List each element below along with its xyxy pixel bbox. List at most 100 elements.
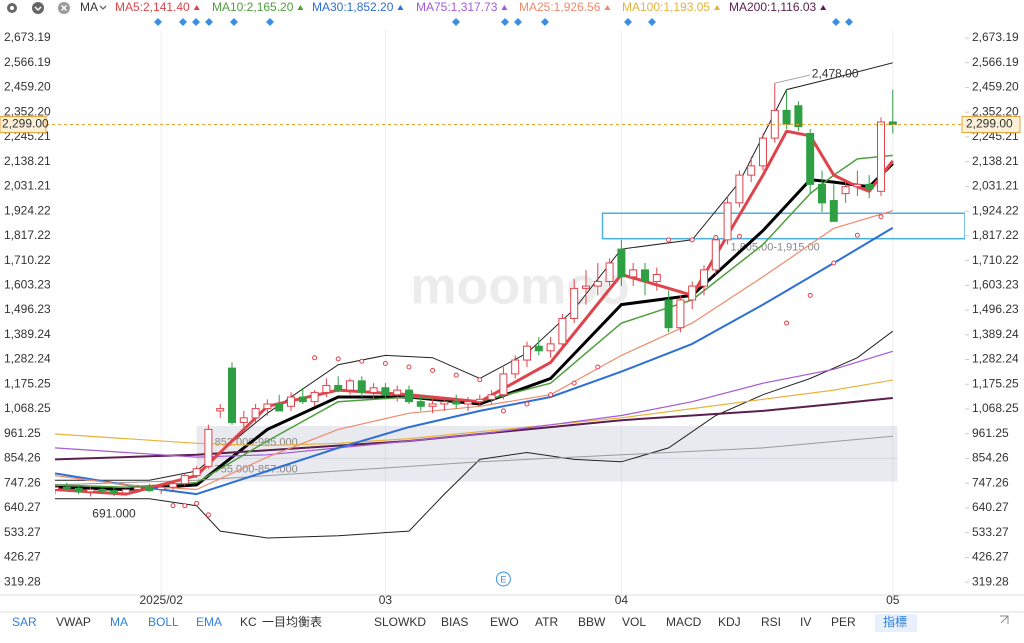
candle-body bbox=[55, 486, 59, 490]
sar-dot bbox=[548, 392, 554, 398]
candle-body bbox=[145, 486, 154, 492]
toolbar-item[interactable]: VOL bbox=[622, 615, 646, 629]
y-tick-label-right: 1,282.24 bbox=[972, 352, 1019, 366]
ma-line bbox=[55, 210, 893, 491]
legend-entry: MA25:1,926.56 bbox=[519, 0, 601, 14]
legend-entry: MA5:2,141.40 bbox=[115, 0, 190, 14]
legend-entry: MA10:2,165.20 bbox=[212, 0, 294, 14]
candle-body bbox=[192, 468, 201, 477]
candle-body bbox=[629, 269, 638, 278]
x-tick-label: 05 bbox=[886, 593, 900, 607]
candle-body bbox=[652, 274, 661, 282]
candle-body bbox=[463, 401, 472, 405]
candle-body bbox=[74, 487, 83, 493]
candle-body bbox=[157, 486, 166, 490]
candle-body bbox=[735, 174, 744, 204]
sar-dot bbox=[194, 500, 200, 506]
candle-body bbox=[853, 183, 862, 188]
sar-dot bbox=[571, 380, 577, 386]
toolbar-item[interactable]: SAR bbox=[12, 615, 37, 629]
candle-body bbox=[640, 269, 649, 282]
candle-body bbox=[180, 475, 189, 485]
y-tick-label-left: 2,352.20 bbox=[4, 104, 51, 118]
legend-entry: MA30:1,852.20 bbox=[312, 0, 394, 14]
toolbar-item[interactable]: MA bbox=[110, 615, 128, 629]
sar-dot bbox=[182, 503, 188, 509]
collapse-icon[interactable] bbox=[32, 2, 44, 14]
toolbar-item[interactable]: ATR bbox=[535, 615, 558, 629]
candle-body bbox=[581, 285, 590, 289]
legend-entry: MA75:1,317.73 bbox=[416, 0, 498, 14]
y-tick-label-left: 1,817.22 bbox=[4, 228, 51, 242]
sar-dot bbox=[807, 292, 813, 298]
ma-line bbox=[55, 350, 893, 458]
y-tick-label-right: 1,389.24 bbox=[972, 327, 1019, 341]
candle-body bbox=[275, 403, 284, 412]
toolbar-item[interactable]: 一目均衡表 bbox=[262, 615, 322, 629]
y-tick-label-right: 1,175.25 bbox=[972, 376, 1019, 390]
toolbar-item[interactable]: KC bbox=[240, 615, 257, 629]
candle-body bbox=[310, 391, 319, 403]
y-tick-label-left: 426.27 bbox=[4, 550, 41, 564]
candle-body bbox=[133, 486, 142, 490]
sar-dot bbox=[359, 358, 365, 364]
candle-body bbox=[617, 248, 626, 278]
y-tick-label-left: 2,138.21 bbox=[4, 154, 51, 168]
toolbar-item[interactable]: RSI bbox=[761, 615, 781, 629]
candle-body bbox=[216, 408, 225, 412]
candle-body bbox=[487, 394, 496, 400]
y-tick-label-right: 747.26 bbox=[972, 475, 1009, 489]
toolbar-item[interactable]: IV bbox=[800, 615, 811, 629]
candle-body bbox=[121, 488, 130, 494]
x-tick-label: 2025/02 bbox=[140, 593, 184, 607]
y-tick-label-right: 640.27 bbox=[972, 500, 1009, 514]
ma-line bbox=[55, 379, 893, 447]
candle-body bbox=[782, 109, 791, 125]
expand-icon[interactable] bbox=[1000, 615, 1009, 624]
event-diamonds[interactable] bbox=[154, 18, 853, 26]
y-tick-label-right: 533.27 bbox=[972, 525, 1009, 539]
sar-dot bbox=[689, 237, 695, 243]
candle-body bbox=[286, 396, 295, 407]
y-tick-label-right: 2,352.20 bbox=[972, 104, 1019, 118]
close-indicator-icon[interactable] bbox=[58, 2, 70, 14]
y-tick-label-right: 961.25 bbox=[972, 426, 1009, 440]
x-tick-label: 04 bbox=[615, 593, 629, 607]
indicator-selector[interactable]: MA bbox=[80, 0, 98, 14]
legend-trend-arrow bbox=[397, 5, 404, 10]
toolbar-item[interactable]: EWO bbox=[490, 615, 519, 629]
sar-dot bbox=[736, 233, 742, 239]
candle-body bbox=[593, 280, 602, 287]
toolbar-item[interactable]: BOLL bbox=[148, 615, 179, 629]
candle-body bbox=[511, 359, 520, 375]
y-tick-label-left: 2,673.19 bbox=[4, 30, 51, 44]
toolbar-item[interactable]: KDJ bbox=[718, 615, 741, 629]
ma-line bbox=[55, 154, 893, 488]
y-tick-label-left: 319.28 bbox=[4, 574, 41, 588]
toolbar-item[interactable]: VWAP bbox=[56, 615, 91, 629]
candle-body bbox=[747, 165, 756, 176]
candle-body bbox=[322, 384, 331, 393]
toolbar-item[interactable]: BBW bbox=[578, 615, 606, 629]
sar-dot bbox=[430, 367, 436, 373]
toolbar-item[interactable]: PER bbox=[831, 615, 856, 629]
y-tick-label-left: 640.27 bbox=[4, 500, 41, 514]
sar-dot bbox=[312, 355, 318, 361]
y-tick-label-right: 2,138.21 bbox=[972, 154, 1019, 168]
settings-icon[interactable] bbox=[7, 3, 17, 13]
watermark: moomoo bbox=[410, 258, 630, 316]
sar-dot bbox=[595, 364, 601, 370]
candle-body bbox=[334, 384, 343, 391]
sar-dot bbox=[453, 372, 459, 378]
toolbar-item[interactable]: 指標 bbox=[883, 614, 907, 629]
dropdown-arrow[interactable] bbox=[99, 5, 107, 10]
candle-body bbox=[369, 387, 378, 393]
toolbar-item[interactable]: BIAS bbox=[441, 615, 468, 629]
sar-dot bbox=[878, 214, 884, 220]
candle-body bbox=[558, 317, 567, 345]
toolbar-item[interactable]: EMA bbox=[196, 615, 222, 629]
legend-trend-arrow bbox=[820, 5, 827, 10]
toolbar-item[interactable]: SLOWKD bbox=[374, 615, 426, 629]
toolbar-item[interactable]: MACD bbox=[666, 615, 702, 629]
